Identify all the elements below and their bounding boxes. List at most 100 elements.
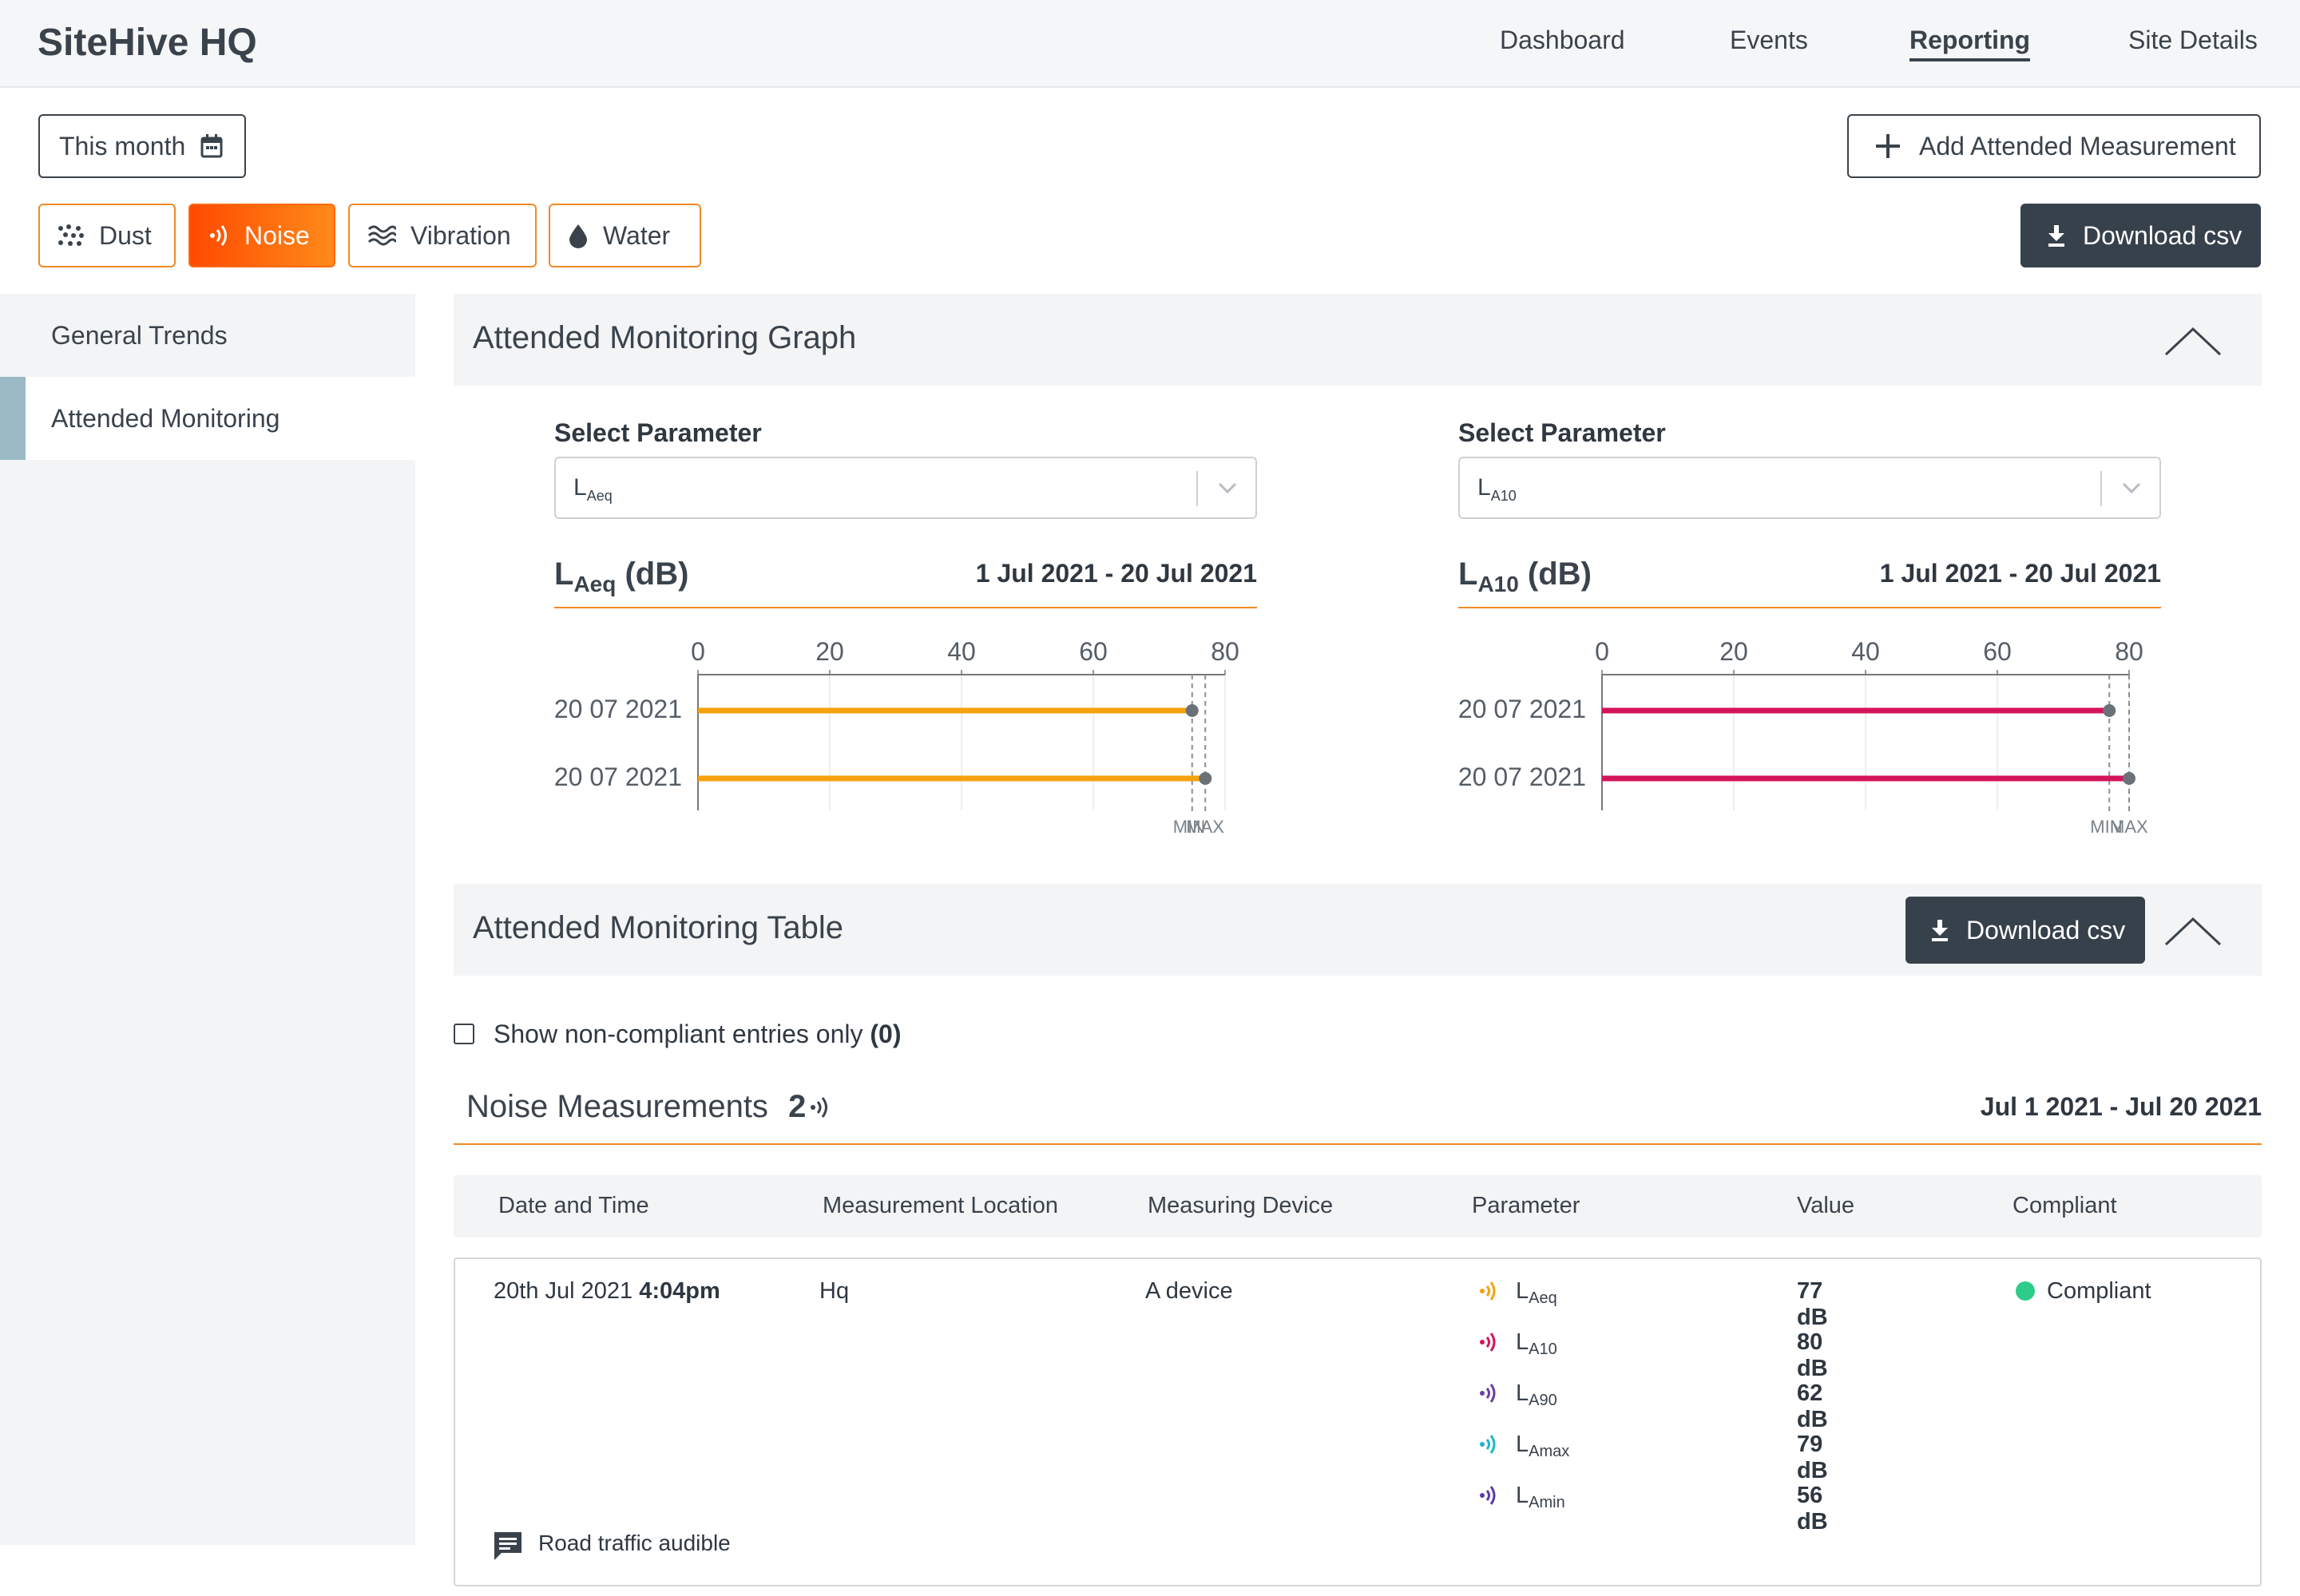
noise-param-icon bbox=[1480, 1281, 1496, 1301]
measurements-date-range: Jul 1 2021 - Jul 20 2021 bbox=[1980, 1092, 2262, 1121]
date-filter-label: This month bbox=[59, 131, 186, 160]
y-category-label: 20 07 2021 bbox=[1457, 695, 1586, 723]
select-separator bbox=[2100, 471, 2102, 506]
x-tick-label: 80 bbox=[2115, 637, 2143, 666]
bar-end-point bbox=[1185, 704, 1199, 717]
column-header: Value bbox=[1797, 1193, 1855, 1218]
parameter-select-value: LAeq bbox=[573, 474, 613, 504]
chevron-down-icon bbox=[2122, 482, 2141, 494]
date-filter-button[interactable]: This month bbox=[38, 114, 246, 178]
chip-noise-label: Noise bbox=[244, 220, 310, 250]
sidebar-item-general-trends[interactable]: General Trends bbox=[0, 294, 415, 377]
sidebar: General Trends Attended Monitoring bbox=[0, 294, 415, 1545]
column-header: Date and Time bbox=[498, 1193, 649, 1218]
column-header: Compliant bbox=[2013, 1193, 2117, 1218]
nav-dashboard[interactable]: Dashboard bbox=[1500, 26, 1625, 54]
non-compliant-count: (0) bbox=[870, 1020, 902, 1048]
reference-line-label: MAX bbox=[1186, 817, 1224, 837]
measurements-count: 2 bbox=[788, 1089, 807, 1124]
chart-date-range: 1 Jul 2021 - 20 Jul 2021 bbox=[1879, 559, 2161, 588]
x-tick-label: 40 bbox=[1851, 637, 1880, 666]
noise-param-icon bbox=[1480, 1435, 1496, 1454]
noise-icon bbox=[210, 225, 227, 246]
chip-vibration[interactable]: Vibration bbox=[348, 204, 537, 267]
comment-icon bbox=[494, 1532, 521, 1560]
chevron-down-icon bbox=[1218, 482, 1237, 494]
x-tick-label: 80 bbox=[1211, 637, 1239, 666]
graph-panel-header: Attended Monitoring Graph bbox=[454, 294, 2262, 386]
sidebar-item-attended-monitoring[interactable]: Attended Monitoring bbox=[0, 377, 415, 460]
non-compliant-filter-label: Show non-compliant entries only (0) bbox=[494, 1020, 902, 1048]
x-tick-label: 40 bbox=[947, 637, 976, 666]
top-bar: SiteHive HQ Dashboard Events Reporting S… bbox=[0, 0, 2300, 88]
chip-dust-label: Dust bbox=[99, 220, 152, 250]
measurements-title: Noise Measurements 2 bbox=[466, 1089, 807, 1124]
x-tick-label: 0 bbox=[1595, 637, 1609, 666]
divider bbox=[1458, 607, 2161, 608]
x-tick-label: 20 bbox=[1719, 637, 1748, 666]
noise-param-icon bbox=[1480, 1333, 1496, 1352]
download-csv-label: Download csv bbox=[1966, 915, 2126, 945]
parameter-name: LA90 bbox=[1516, 1380, 1557, 1409]
sidebar-item-label: Attended Monitoring bbox=[51, 403, 280, 433]
chip-water-label: Water bbox=[603, 220, 671, 250]
calendar-icon bbox=[200, 134, 223, 158]
app-title: SiteHive HQ bbox=[38, 22, 257, 64]
chart-title: LA10 (dB) bbox=[1458, 556, 1592, 596]
chart-title: LAeq (dB) bbox=[554, 556, 689, 596]
select-parameter-label: Select Parameter bbox=[554, 418, 762, 447]
row-location: Hq bbox=[819, 1278, 850, 1304]
reference-line-label: MIN bbox=[1172, 817, 1206, 837]
select-parameter-label: Select Parameter bbox=[1458, 418, 1666, 447]
chip-dust[interactable]: Dust bbox=[38, 204, 176, 267]
parameter-name: LA10 bbox=[1516, 1329, 1557, 1358]
column-header: Measurement Location bbox=[823, 1193, 1058, 1218]
noise-param-icon bbox=[1480, 1384, 1496, 1403]
compliant-status-dot bbox=[2016, 1281, 2035, 1301]
plus-icon bbox=[1876, 134, 1900, 158]
nav-reporting[interactable]: Reporting bbox=[1909, 26, 2031, 61]
parameter-value: 62 dB bbox=[1797, 1380, 1828, 1432]
non-compliant-checkbox[interactable] bbox=[454, 1024, 474, 1044]
column-header: Measuring Device bbox=[1148, 1193, 1334, 1218]
chevron-up-icon[interactable] bbox=[2164, 916, 2222, 948]
divider bbox=[554, 607, 1257, 608]
chip-noise[interactable]: Noise bbox=[188, 204, 335, 267]
table-header bbox=[454, 1175, 2262, 1238]
table-panel-header: Attended Monitoring Table Download csv bbox=[454, 884, 2262, 976]
download-csv-table-button[interactable]: Download csv bbox=[1905, 897, 2145, 964]
nav-events[interactable]: Events bbox=[1730, 26, 1808, 54]
download-csv-label: Download csv bbox=[2083, 220, 2242, 250]
reference-line-label: MIN bbox=[2090, 817, 2123, 837]
parameter-name: LAeq bbox=[1516, 1278, 1557, 1307]
divider bbox=[454, 1143, 2262, 1145]
parameter-name: LAmin bbox=[1516, 1483, 1565, 1511]
download-csv-button[interactable]: Download csv bbox=[2020, 204, 2261, 267]
x-tick-label: 0 bbox=[691, 637, 705, 666]
bar-end-point bbox=[2103, 704, 2116, 717]
dust-icon bbox=[58, 224, 84, 246]
parameter-select[interactable]: LAeq bbox=[554, 457, 1257, 519]
nav-site-details[interactable]: Site Details bbox=[2128, 26, 2258, 54]
parameter-value: 80 dB bbox=[1797, 1329, 1828, 1381]
sidebar-item-label: General Trends bbox=[51, 320, 228, 350]
add-measurement-button[interactable]: Add Attended Measurement bbox=[1847, 114, 2261, 178]
row-device: A device bbox=[1145, 1278, 1233, 1304]
graph-panel-title: Attended Monitoring Graph bbox=[473, 320, 857, 355]
table-row[interactable] bbox=[454, 1257, 2262, 1586]
bar-end-point bbox=[2123, 772, 2135, 785]
download-icon bbox=[1932, 920, 1948, 941]
chip-water[interactable]: Water bbox=[549, 204, 701, 267]
y-category-label: 20 07 2021 bbox=[553, 695, 682, 723]
column-header: Parameter bbox=[1472, 1193, 1580, 1218]
vibration-icon bbox=[367, 225, 396, 246]
chevron-up-icon[interactable] bbox=[2164, 326, 2222, 358]
row-note: Road traffic audible bbox=[538, 1531, 731, 1555]
parameter-select[interactable]: LA10 bbox=[1458, 457, 2161, 519]
add-measurement-label: Add Attended Measurement bbox=[1919, 131, 2236, 160]
chip-vibration-label: Vibration bbox=[410, 220, 511, 250]
water-drop-icon bbox=[569, 224, 587, 248]
x-tick-label: 20 bbox=[815, 637, 844, 666]
row-datetime: 20th Jul 2021 4:04pm bbox=[494, 1278, 720, 1304]
